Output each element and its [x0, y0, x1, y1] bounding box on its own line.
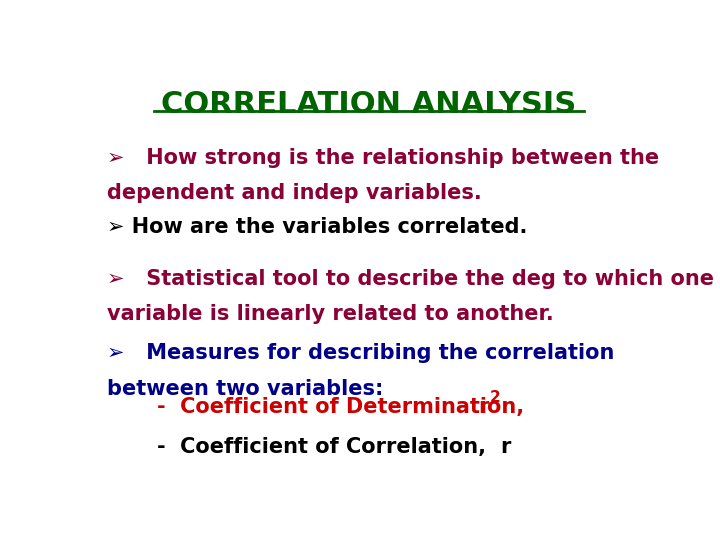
- Text: ➢   Measures for describing the correlation: ➢ Measures for describing the correlatio…: [107, 343, 614, 363]
- Text: variable is linearly related to another.: variable is linearly related to another.: [107, 304, 554, 324]
- Text: between two variables:: between two variables:: [107, 379, 383, 399]
- Text: -  Coefficient of Determination,: - Coefficient of Determination,: [157, 397, 524, 417]
- Text: -  Coefficient of Correlation,: - Coefficient of Correlation,: [157, 437, 486, 457]
- Text: ➢   How strong is the relationship between the: ➢ How strong is the relationship between…: [107, 148, 659, 168]
- Text: r: r: [500, 437, 510, 457]
- Text: ➢   Statistical tool to describe the deg to which one: ➢ Statistical tool to describe the deg t…: [107, 268, 714, 288]
- Text: ➢ How are the variables correlated.: ➢ How are the variables correlated.: [107, 217, 527, 237]
- Text: 2: 2: [490, 390, 501, 405]
- Text: r: r: [478, 397, 488, 417]
- Text: CORRELATION ANALYSIS: CORRELATION ANALYSIS: [161, 90, 577, 119]
- Text: dependent and indep variables.: dependent and indep variables.: [107, 183, 482, 203]
